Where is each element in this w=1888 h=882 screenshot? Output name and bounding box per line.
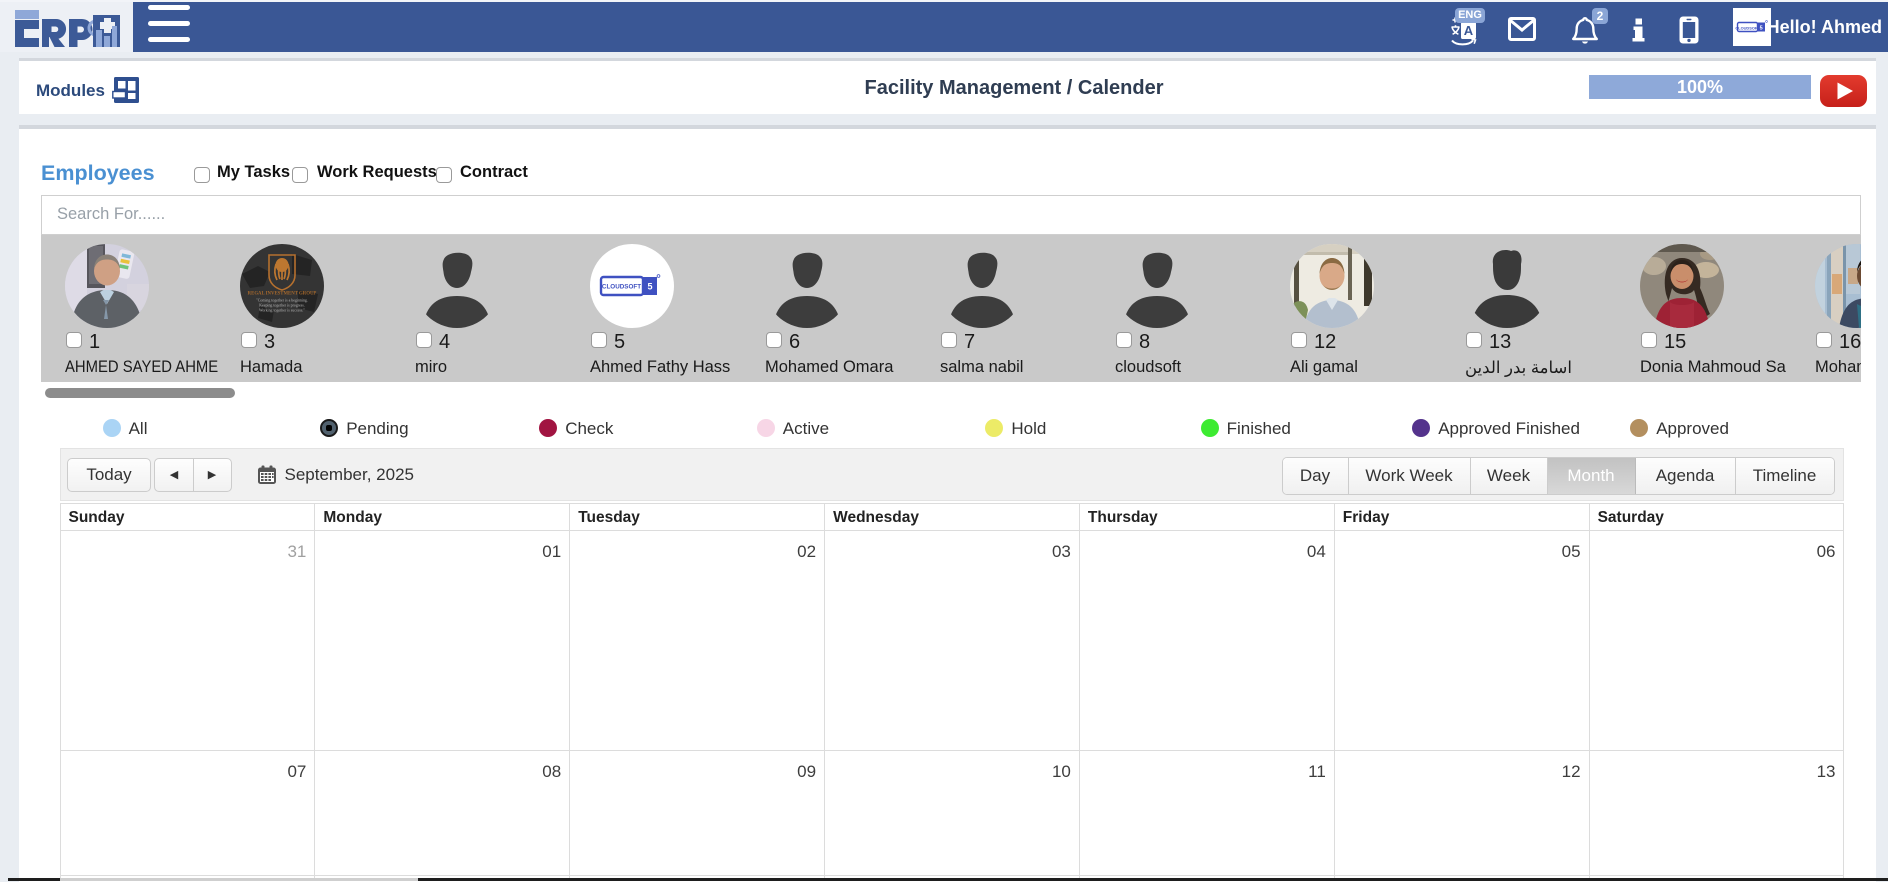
svg-text:Keeping together is progress.: Keeping together is progress. — [259, 304, 305, 308]
svg-text:CLOUDSOFT: CLOUDSOFT — [1735, 25, 1760, 30]
svg-text:5: 5 — [647, 282, 652, 292]
svg-text:CLOUDSOFT: CLOUDSOFT — [602, 284, 641, 291]
svg-text:5: 5 — [1760, 26, 1763, 32]
svg-text:REGAL INVESTMENT GROUP: REGAL INVESTMENT GROUP — [248, 292, 317, 297]
svg-text:"Coming together is a beginnin: "Coming together is a beginning. — [256, 299, 308, 303]
svg-text:A: A — [1464, 23, 1474, 38]
svg-text:Working together is success.": Working together is success." — [259, 309, 305, 313]
